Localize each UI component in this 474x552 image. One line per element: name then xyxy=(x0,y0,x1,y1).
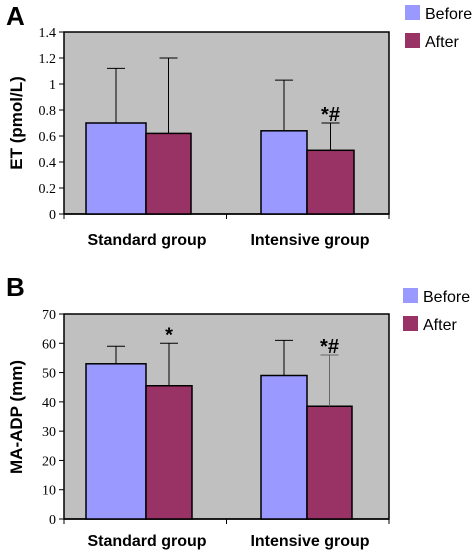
bar-after-1 xyxy=(306,405,353,520)
y-tick-label: 0.6 xyxy=(39,130,57,145)
panel-b-bars xyxy=(85,363,353,520)
panel-b-y-axis-label: MA-ADP (mm) xyxy=(7,360,26,474)
panel-b: B MA-ADP (mm) 0 10 20 30 40 50 60 70 Standard g… xyxy=(6,272,470,550)
y-tick-label: 70 xyxy=(42,308,56,323)
panel-a-legend-after-swatch xyxy=(405,33,420,48)
y-tick-label: 30 xyxy=(42,425,56,440)
y-tick-label: 20 xyxy=(42,454,56,469)
bar-after-0 xyxy=(145,385,193,520)
y-tick-label: 0.2 xyxy=(39,182,57,197)
y-tick-label: 0.8 xyxy=(39,104,57,119)
significance-marker: *# xyxy=(320,336,339,358)
panel-b-error-bars xyxy=(107,339,339,407)
panel-a-category-standard: Standard group xyxy=(87,232,206,249)
panel-a-bars xyxy=(85,122,355,215)
panel-a-legend: Before After xyxy=(405,5,472,51)
y-tick-label: 0.4 xyxy=(39,156,57,171)
significance-marker: *# xyxy=(321,104,340,126)
panel-b-letter: B xyxy=(6,272,25,302)
y-tick-label: 10 xyxy=(42,484,56,499)
panel-b-category-intensive: Intensive group xyxy=(250,533,369,550)
panel-a-error-bars xyxy=(107,57,340,151)
panel-a-y-ticks: 0 0.2 0.4 0.6 0.8 1 1.2 1.4 xyxy=(39,26,390,223)
bar-before-0 xyxy=(85,363,147,520)
panel-b-y-ticks: 0 10 20 30 40 50 60 70 xyxy=(42,308,390,528)
y-tick-label: 1 xyxy=(49,78,56,93)
panel-b-legend-before-label: Before xyxy=(423,289,470,306)
panel-b-category-standard: Standard group xyxy=(87,533,206,550)
panel-a-letter: A xyxy=(6,1,25,31)
significance-marker: * xyxy=(165,324,173,346)
y-tick-label: 50 xyxy=(42,367,56,382)
panel-b-legend-after-label: After xyxy=(423,317,457,334)
bar-after-0 xyxy=(145,132,192,215)
bar-before-1 xyxy=(260,130,308,215)
y-tick-label: 1.4 xyxy=(39,26,57,41)
bar-after-1 xyxy=(306,149,355,215)
panel-b-legend-after-swatch xyxy=(403,316,418,331)
panel-a: A ET (pmol/L) 0 0.2 0.4 0.6 0.8 1 1.2 1.4 Stand… xyxy=(6,1,472,249)
bar-before-0 xyxy=(85,122,147,215)
panel-b-annotations: * *# xyxy=(165,324,339,358)
panel-a-annotations: *# xyxy=(321,104,340,126)
y-tick-label: 60 xyxy=(42,337,56,352)
panel-a-legend-after-label: After xyxy=(425,34,459,51)
panel-b-legend-before-swatch xyxy=(403,288,418,303)
panel-b-legend: Before After xyxy=(403,288,470,334)
y-tick-label: 0 xyxy=(49,513,56,528)
panel-a-y-axis-label: ET (pmol/L) xyxy=(7,76,26,169)
y-tick-label: 0 xyxy=(49,208,56,223)
y-tick-label: 1.2 xyxy=(39,52,57,67)
panel-a-legend-before-label: Before xyxy=(425,6,472,23)
panel-a-category-intensive: Intensive group xyxy=(250,232,369,249)
panel-a-legend-before-swatch xyxy=(405,5,420,20)
y-tick-label: 40 xyxy=(42,396,56,411)
bar-before-1 xyxy=(260,374,308,520)
